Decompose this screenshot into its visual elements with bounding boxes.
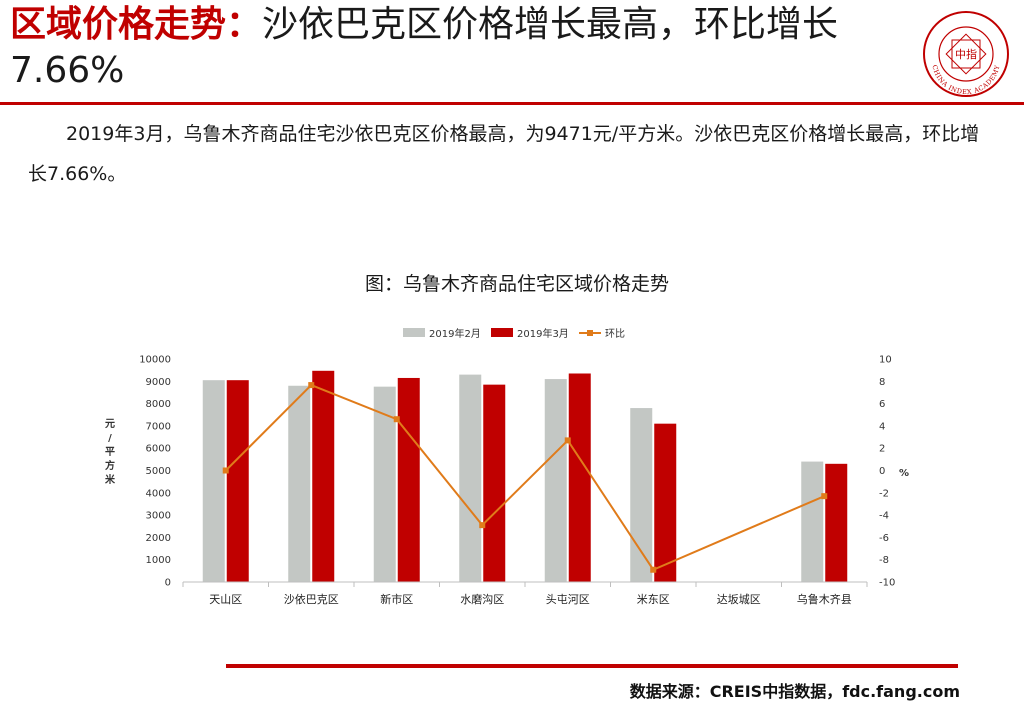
x-tick-label: 新市区 bbox=[380, 592, 413, 606]
bar-mar bbox=[568, 373, 591, 582]
x-axis: 天山区 沙依巴克区 新市区 水磨沟区 头屯河区 米东区 达坂城区 乌鲁木齐县 bbox=[182, 581, 868, 606]
legend-label: 2019年2月 bbox=[429, 327, 481, 340]
china-index-academy-logo: 中指 CHINA INDEX ACADEMY bbox=[920, 8, 1012, 100]
headline-prefix: 区域价格走势： bbox=[10, 4, 263, 45]
price-trend-chart: 图：乌鲁木齐商品住宅区域价格走势 2019年2月 2019年3月 环比 0 1000 2… bbox=[105, 273, 909, 606]
y2-tick-label: 8 bbox=[879, 377, 885, 388]
mom-point bbox=[222, 467, 229, 474]
right-axis: -10 -8 -6 -4 -2 0 2 4 6 8 10 bbox=[879, 355, 895, 589]
y2-tick-label: 10 bbox=[879, 355, 892, 366]
y-tick-label: 4000 bbox=[146, 488, 171, 499]
mom-point bbox=[479, 522, 486, 529]
y2-tick-label: -2 bbox=[879, 488, 889, 499]
bar-mar bbox=[825, 463, 848, 582]
x-tick-label: 达坂城区 bbox=[717, 593, 761, 606]
x-tick-label: 头屯河区 bbox=[546, 593, 590, 606]
data-source: 数据来源：CREIS中指数据，fdc.fang.com bbox=[629, 682, 960, 701]
y-tick-label: 8000 bbox=[146, 399, 171, 410]
y-tick-label: 10000 bbox=[139, 355, 171, 366]
slide-headline: 区域价格走势：沙依巴克区价格增长最高，环比增长7.66% bbox=[10, 2, 910, 94]
left-axis: 0 1000 2000 3000 4000 5000 6000 7000 8000 9000 100… bbox=[139, 355, 171, 589]
bar-feb bbox=[459, 374, 482, 582]
logo-seal-icon: 中指 CHINA INDEX ACADEMY bbox=[923, 11, 1009, 97]
x-tick-label: 天山区 bbox=[209, 593, 242, 606]
mom-point bbox=[564, 437, 571, 444]
logo-center-text: 中指 bbox=[955, 47, 977, 61]
chart-legend: 2019年2月 2019年3月 环比 bbox=[403, 327, 625, 340]
bar-feb bbox=[288, 385, 311, 582]
mom-line-series bbox=[222, 382, 828, 573]
left-axis-title-text: 元/平方米 bbox=[105, 418, 116, 486]
bar-mar bbox=[312, 370, 335, 582]
x-tick-label: 乌鲁木齐县 bbox=[797, 592, 852, 606]
bar-mar bbox=[397, 377, 420, 582]
y2-tick-label: -10 bbox=[879, 578, 895, 589]
y-tick-label: 9000 bbox=[146, 377, 171, 388]
bar-feb bbox=[202, 380, 225, 582]
y-tick-label: 1000 bbox=[146, 555, 171, 566]
legend-label: 环比 bbox=[605, 328, 625, 340]
footer-divider bbox=[226, 664, 958, 668]
bar-mar bbox=[483, 384, 506, 582]
headline-text: 沙依巴克区价格增长最高，环比增长7.66% bbox=[10, 4, 839, 91]
x-tick-label: 沙依巴克区 bbox=[284, 593, 339, 606]
x-tick-label: 米东区 bbox=[637, 593, 670, 606]
bar-series bbox=[202, 370, 848, 582]
header-divider bbox=[0, 102, 1024, 105]
legend-swatch bbox=[403, 328, 425, 337]
y2-tick-label: 6 bbox=[879, 399, 885, 410]
bar-mar bbox=[226, 380, 249, 582]
bar-feb bbox=[801, 461, 824, 582]
legend-label: 2019年3月 bbox=[517, 327, 569, 340]
legend-marker bbox=[587, 330, 593, 336]
y2-tick-label: -4 bbox=[879, 511, 889, 522]
x-tick-label: 水磨沟区 bbox=[460, 593, 504, 606]
mom-point bbox=[650, 566, 657, 573]
y2-tick-label: 2 bbox=[879, 444, 885, 455]
bar-feb bbox=[544, 379, 567, 582]
mom-point bbox=[308, 382, 315, 389]
y-tick-label: 7000 bbox=[146, 421, 171, 432]
y-tick-label: 6000 bbox=[146, 444, 171, 455]
right-axis-title: % bbox=[899, 468, 909, 479]
bar-feb bbox=[630, 408, 653, 582]
y-tick-label: 3000 bbox=[146, 511, 171, 522]
summary-paragraph: 2019年3月，乌鲁木齐商品住宅沙依巴克区价格最高，为9471元/平方米。沙依巴… bbox=[28, 123, 980, 185]
left-axis-title: 元/平方米 bbox=[105, 418, 116, 486]
bar-feb bbox=[373, 386, 396, 582]
y2-tick-label: -6 bbox=[879, 533, 889, 544]
y-tick-label: 2000 bbox=[146, 533, 171, 544]
bar-mar bbox=[654, 423, 677, 582]
y-tick-label: 5000 bbox=[146, 466, 171, 477]
y2-tick-label: 4 bbox=[879, 421, 885, 432]
legend-swatch bbox=[491, 328, 513, 337]
y-tick-label: 0 bbox=[165, 578, 171, 589]
mom-point bbox=[393, 416, 400, 423]
chart-title: 图：乌鲁木齐商品住宅区域价格走势 bbox=[365, 273, 669, 295]
y2-tick-label: 0 bbox=[879, 466, 885, 477]
y2-tick-label: -8 bbox=[879, 555, 889, 566]
mom-point bbox=[821, 493, 828, 500]
